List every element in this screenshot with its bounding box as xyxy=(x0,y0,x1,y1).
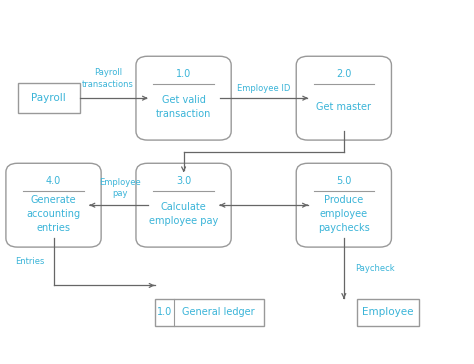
Bar xyxy=(155,299,264,325)
FancyBboxPatch shape xyxy=(136,56,231,140)
FancyBboxPatch shape xyxy=(136,163,231,247)
FancyBboxPatch shape xyxy=(296,163,392,247)
Text: Employee
pay: Employee pay xyxy=(99,178,141,198)
Text: Calculate
employee pay: Calculate employee pay xyxy=(149,202,218,226)
Text: Get master: Get master xyxy=(316,102,371,112)
Text: 2.0: 2.0 xyxy=(336,70,352,79)
Text: Payroll
transactions: Payroll transactions xyxy=(82,68,134,88)
Text: 1.0: 1.0 xyxy=(156,307,172,317)
Bar xyxy=(356,299,419,325)
FancyBboxPatch shape xyxy=(296,56,392,140)
Bar xyxy=(18,83,80,113)
Text: Produce
employee
paychecks: Produce employee paychecks xyxy=(318,195,370,233)
FancyBboxPatch shape xyxy=(6,163,101,247)
Text: Employee ID: Employee ID xyxy=(237,84,291,93)
Text: 1.0: 1.0 xyxy=(176,70,191,79)
Text: Get valid
transaction: Get valid transaction xyxy=(156,95,211,119)
Text: Generate
accounting
entries: Generate accounting entries xyxy=(27,195,81,233)
Text: Entries: Entries xyxy=(16,257,45,266)
Text: Payroll: Payroll xyxy=(31,93,66,103)
Text: 4.0: 4.0 xyxy=(46,177,61,186)
Text: 3.0: 3.0 xyxy=(176,177,191,186)
Text: Paycheck: Paycheck xyxy=(356,264,395,273)
Text: Employee: Employee xyxy=(362,307,414,317)
Text: 5.0: 5.0 xyxy=(336,177,352,186)
Text: General ledger: General ledger xyxy=(182,307,255,317)
